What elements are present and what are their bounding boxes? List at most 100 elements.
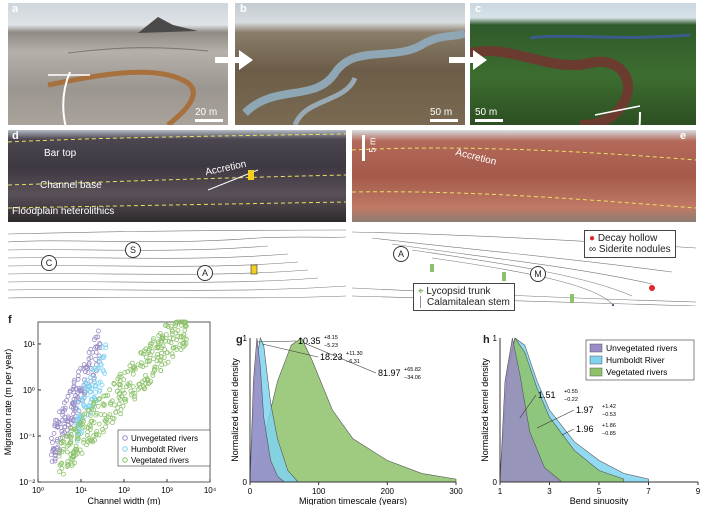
chart-h-annotation-lower: −0.22 <box>564 397 578 403</box>
chart-f-point <box>111 380 117 386</box>
chart-f-point <box>57 462 63 468</box>
chart-f-point <box>73 406 78 412</box>
chart-g-annotation-value: 10.35 <box>298 336 321 346</box>
chart-f-point <box>107 387 113 393</box>
chart-f-point <box>89 438 95 443</box>
chart-f-point <box>60 417 65 423</box>
legend-item-lycopsid: ⌖ Lycopsid trunk <box>418 286 510 297</box>
sketch-mark-a-e-text: A <box>397 249 404 259</box>
chart-f-point <box>97 387 103 393</box>
chart-g-annotation-value: 18.23 <box>320 352 343 362</box>
lycopsid-trunk-icon: ⌖ <box>418 286 424 297</box>
chart-f-point <box>151 366 157 372</box>
chart-f-point <box>118 374 124 380</box>
chart-f-point <box>94 410 100 416</box>
chart-f-point <box>103 419 109 424</box>
chart-h-xtick-label: 1 <box>498 487 503 496</box>
label-floodplain: Floodplain heterolithics <box>12 206 115 217</box>
chart-g-annotation-leader <box>256 340 297 343</box>
chart-f-point <box>158 354 164 359</box>
scale-bar-b-line <box>430 119 458 122</box>
chart-f-point <box>93 334 99 340</box>
chart-f-point <box>87 389 93 394</box>
chart-f-point <box>96 356 102 362</box>
chart-f-point <box>130 390 136 396</box>
chart-f-point <box>170 345 176 351</box>
chart-f-point <box>60 409 65 415</box>
chart-f-point <box>85 370 91 375</box>
chart-f-point <box>99 345 105 350</box>
chart-f-point <box>169 351 175 357</box>
chart-f-point <box>114 388 120 394</box>
chart-f-point <box>115 376 121 382</box>
chart-f-point <box>152 368 157 374</box>
chart-f-point <box>69 428 74 433</box>
chart-f-point <box>84 392 90 397</box>
chart-f-point <box>120 403 126 409</box>
sketch-d-drawing <box>7 229 347 299</box>
chart-f-point <box>139 379 145 385</box>
chart-f-ytick-label: 10⁰ <box>23 386 35 395</box>
chart-f-point <box>101 393 107 399</box>
chart-h-annotation-upper: +1.42 <box>602 404 616 410</box>
chart-f-point <box>103 345 109 350</box>
chart-f-point <box>70 450 76 456</box>
arrow-a-to-b-icon <box>215 50 253 70</box>
scale-bar-c-line <box>475 119 503 122</box>
chart-f-point <box>100 427 105 432</box>
chart-h-xtick-label: 7 <box>646 487 651 496</box>
chart-f-point <box>101 353 107 359</box>
legend-e-top: ● Decay hollow ∞ Siderite nodules <box>584 230 676 258</box>
legend-calamitalean-label: Calamitalean stem <box>427 297 510 308</box>
chart-f-point <box>121 390 127 396</box>
chart-f-point <box>103 393 109 399</box>
chart-f-point <box>97 361 103 367</box>
chart-f-ylabel: Migration rate (m per year) <box>3 349 13 456</box>
panel-a-label: a <box>12 3 19 15</box>
chart-f-point <box>80 425 86 431</box>
chart-f-point <box>54 418 60 423</box>
chart-f-xlabel: Channel width (m) <box>87 496 160 505</box>
chart-f-point <box>118 407 124 412</box>
chart-h-annotation-leader <box>561 428 575 436</box>
legend-e-bottom: ⌖ Lycopsid trunk │ Calamitalean stem <box>413 283 515 311</box>
chart-h-legend-swatch <box>589 343 603 353</box>
chart-f-point <box>97 341 102 346</box>
chart-f-point <box>96 421 102 427</box>
chart-h-xtick-label: 5 <box>597 487 602 496</box>
chart-f-point <box>83 380 89 385</box>
chart-h-annotation-lower: −0.53 <box>602 412 616 418</box>
chart-f-point <box>81 385 87 391</box>
chart-f-point <box>178 333 184 339</box>
chart-f-point <box>103 342 109 348</box>
chart-f-point <box>81 437 87 443</box>
chart-f-point <box>96 432 102 438</box>
panel-e-label: e <box>680 130 687 142</box>
chart-h-legend-label: Humboldt River <box>606 355 665 365</box>
chart-f-point <box>49 435 54 441</box>
chart-f-point <box>169 327 175 333</box>
chart-f-point <box>74 406 80 412</box>
chart-g-annotation-upper: +65.82 <box>404 367 421 373</box>
sketch-mark-c-text: C <box>45 258 53 268</box>
chart-f-point <box>64 398 69 403</box>
chart-h-xtick-label: 9 <box>696 487 701 496</box>
chart-f-point <box>56 453 62 459</box>
chart-f-point <box>151 356 156 362</box>
chart-f-point <box>82 377 87 383</box>
chart-f-point <box>124 384 129 389</box>
chart-f-point <box>81 392 87 397</box>
chart-f-point <box>165 324 171 329</box>
chart-f-point <box>98 362 104 368</box>
chart-f-point <box>107 412 113 417</box>
chart-f-point <box>96 380 101 386</box>
chart-f-point <box>96 359 102 364</box>
chart-f-point <box>74 448 80 454</box>
scale-bar-b: 50 m <box>430 107 458 122</box>
chart-g-annotation-upper: +11.30 <box>346 351 363 357</box>
chart-g-xtick-label: 300 <box>449 487 463 496</box>
chart-f-legend-box <box>117 429 211 467</box>
chart-f-point <box>146 350 152 355</box>
chart-g-xlabel: Migration timescale (years) <box>299 496 407 505</box>
chart-h-legend-swatch <box>589 367 603 377</box>
